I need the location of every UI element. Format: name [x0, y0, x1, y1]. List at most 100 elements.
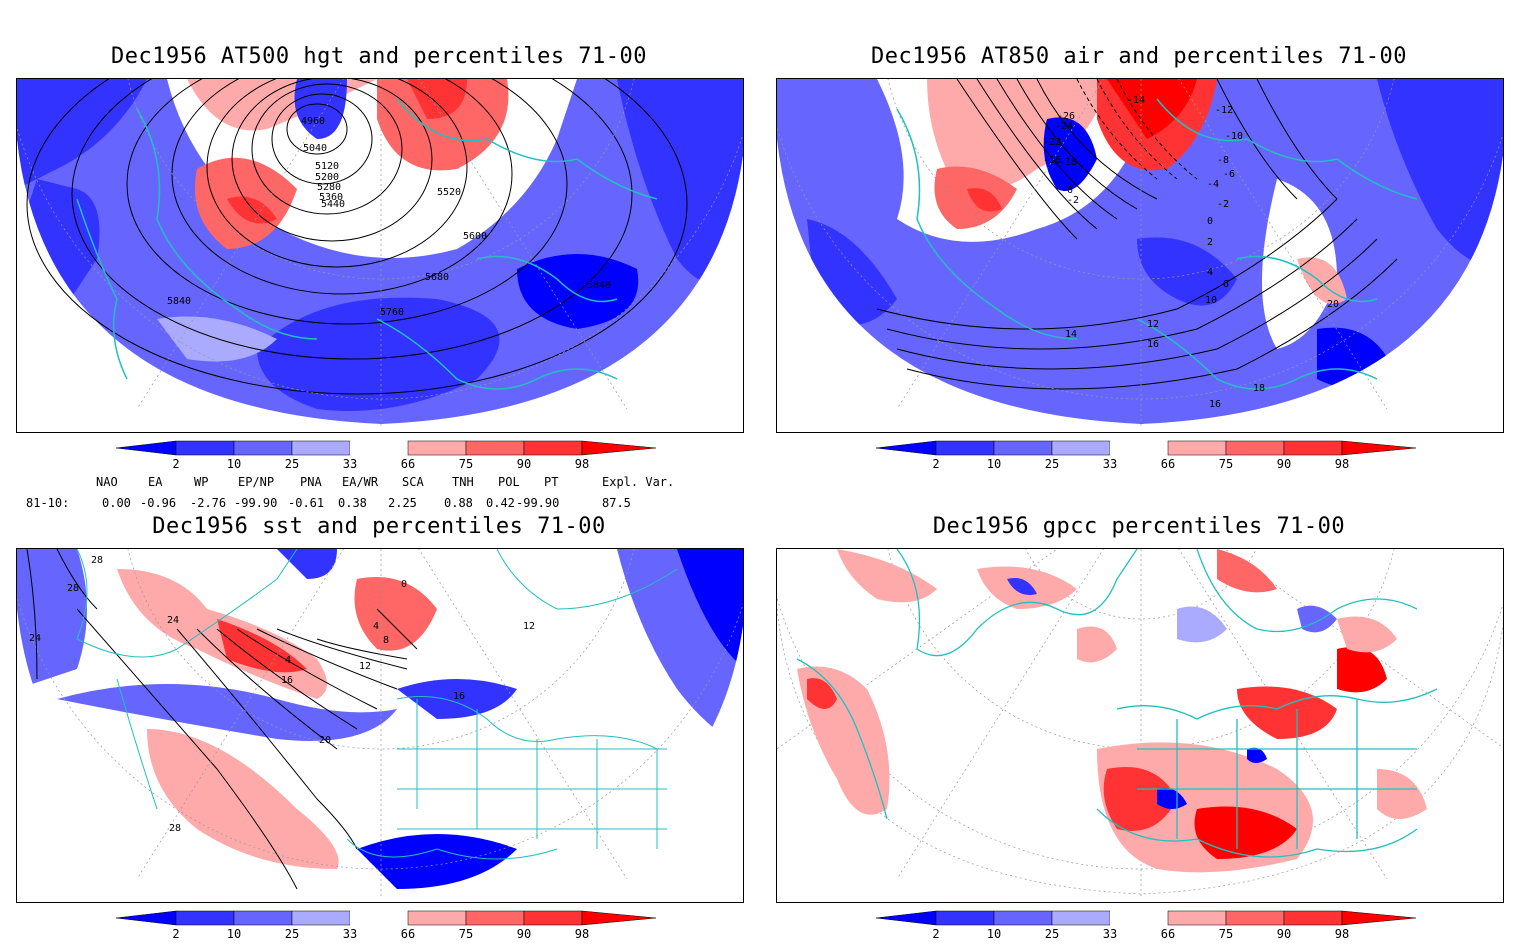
colorbar-label: 75 — [459, 927, 473, 941]
contour-label: -6 — [1223, 169, 1235, 180]
colorbar-label: 66 — [401, 457, 415, 471]
colorbar-label: 10 — [987, 457, 1001, 471]
index-row-label: 81-10: — [26, 496, 70, 510]
index-name: Expl. Var. — [602, 475, 675, 489]
colorbar-label: 25 — [285, 927, 299, 941]
contour-label: 0 — [401, 579, 407, 590]
map-panel-hgt: 4960 5040 5120 5200 5280 5360 5440 5520 … — [16, 78, 744, 433]
contour-label: -8 — [1217, 155, 1229, 166]
colorbar-segment — [993, 440, 1053, 456]
contour-label: -6 — [1061, 185, 1073, 196]
contour-label: -22 — [1043, 137, 1061, 148]
colorbar-label: 98 — [575, 457, 589, 471]
colorbar-segment — [175, 440, 235, 456]
panel-title-air: Dec1956 AT850 air and percentiles 71-00 — [870, 44, 1408, 69]
colorbar-segment — [465, 440, 525, 456]
colorbar-label: 66 — [1161, 457, 1175, 471]
index-name: PT — [544, 475, 559, 489]
colorbar-segment — [233, 910, 293, 926]
colorbar-label: 25 — [285, 457, 299, 471]
contour-label: 5600 — [463, 231, 487, 242]
index-value: -0.61 — [288, 496, 325, 510]
colorbar-label: 66 — [401, 927, 415, 941]
contour-label: 18 — [1253, 383, 1265, 394]
colorbar-label: 98 — [1335, 927, 1349, 941]
index-value: 2.25 — [388, 496, 417, 510]
map-panel-gpcc — [776, 548, 1504, 903]
colorbar-label: 33 — [1103, 927, 1117, 941]
colorbar-label: 90 — [517, 927, 531, 941]
contour-label: 0 — [1207, 216, 1213, 227]
contour-label: 5360 — [319, 192, 343, 203]
contour-label: -18 — [1059, 157, 1077, 168]
index-value: 0.42 — [486, 496, 515, 510]
index-value: -99.90 — [516, 496, 560, 510]
index-name: SCA — [402, 475, 424, 489]
colorbar-segment — [291, 440, 351, 456]
colorbar-svg: 2 10 25 33 66 75 90 98 — [116, 910, 656, 941]
colorbar-label: 33 — [343, 457, 357, 471]
colorbar-segment — [1283, 440, 1343, 456]
colorbar-segment — [523, 910, 583, 926]
index-name: EP/NP — [238, 475, 275, 489]
colorbar-label: 98 — [1335, 457, 1349, 471]
colorbar-hgt: 2 10 25 33 66 75 90 98 — [116, 439, 656, 479]
colorbar-segment — [935, 440, 995, 456]
contour-label: 5280 — [317, 182, 341, 193]
contour-label: 4 — [373, 621, 379, 632]
colorbar-svg: 2 10 25 33 66 75 90 98 — [876, 910, 1416, 941]
contour-label: -12 — [1215, 105, 1233, 116]
colorbar-label: 2 — [172, 457, 179, 471]
contour-label: 5840 — [587, 280, 611, 291]
contour-label: 16 — [453, 691, 465, 702]
index-value: -99.90 — [234, 496, 278, 510]
colorbar-segment — [935, 910, 995, 926]
colorbar-label: 2 — [932, 457, 939, 471]
index-name: WP — [194, 475, 209, 489]
colorbar-segment — [1051, 910, 1111, 926]
colorbar-label: 25 — [1045, 927, 1059, 941]
index-value: 87.5 — [602, 496, 631, 510]
colorbar-segment — [407, 910, 467, 926]
index-value: 0.00 — [102, 496, 131, 510]
colorbar-segment — [233, 440, 293, 456]
contour-label: 4960 — [301, 116, 325, 127]
colorbar-label: 2 — [932, 927, 939, 941]
colorbar-segment — [1283, 910, 1343, 926]
contour-label: 8 — [383, 635, 389, 646]
contour-label: 16 — [1147, 339, 1159, 350]
colorbar-segment — [175, 910, 235, 926]
index-name: NAO — [96, 475, 118, 489]
contour-label: 20 — [319, 735, 331, 746]
colorbar-segment — [1225, 440, 1285, 456]
contour-label: -16 — [1043, 155, 1061, 166]
contour-label: 5520 — [437, 187, 461, 198]
colorbar-segment — [116, 910, 177, 926]
panel-title-gpcc: Dec1956 gpcc percentiles 71-00 — [932, 514, 1346, 539]
index-value: -0.96 — [140, 496, 177, 510]
index-name: PNA — [300, 475, 322, 489]
contour-label: 16 — [281, 675, 293, 686]
index-name: TNH — [452, 475, 474, 489]
index-value: 0.38 — [338, 496, 367, 510]
colorbar-svg: 2 10 25 33 66 75 90 98 — [876, 440, 1416, 471]
colorbar-segment — [116, 440, 177, 456]
panel-title-sst: Dec1956 sst and percentiles 71-00 — [152, 514, 606, 539]
colorbar-segment — [1341, 910, 1416, 926]
colorbar-segment — [1110, 911, 1168, 925]
colorbar-gpcc: 2 10 25 33 66 75 90 98 — [876, 909, 1416, 941]
contour-label: 5840 — [167, 296, 191, 307]
contour-label: 28 — [91, 555, 103, 566]
contour-label: 5120 — [315, 161, 339, 172]
contour-label: -4 — [1207, 179, 1219, 190]
contour-label: -26 — [1057, 111, 1075, 122]
index-value: 0.88 — [444, 496, 473, 510]
colorbar-segment — [291, 910, 351, 926]
colorbar-segment — [407, 440, 467, 456]
colorbar-label: 90 — [517, 457, 531, 471]
contour-label: 5040 — [303, 143, 327, 154]
colorbar-segment — [1051, 440, 1111, 456]
colorbar-sst: 2 10 25 33 66 75 90 98 — [116, 909, 656, 941]
colorbar-segment — [350, 911, 408, 925]
colorbar-label: 25 — [1045, 457, 1059, 471]
